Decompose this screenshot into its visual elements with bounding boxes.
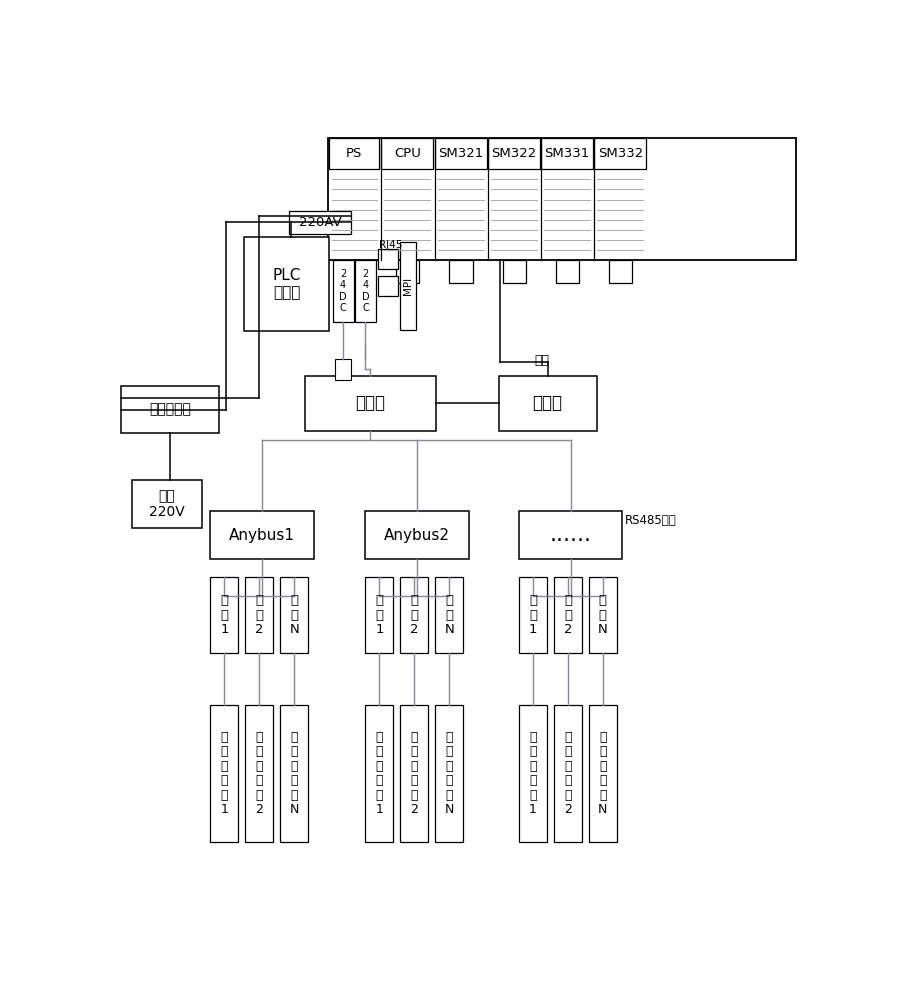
Text: 被
检
测
装
置
1: 被 检 测 装 置 1 [221,731,228,816]
Bar [499,376,596,431]
Bar [435,577,463,653]
Text: 被
检
测
装
置
2: 被 检 测 装 置 2 [255,731,263,816]
Text: 电
表
N: 电 表 N [289,594,299,636]
Bar [435,705,463,842]
Text: 被
检
测
装
置
N: 被 检 测 装 置 N [289,731,299,816]
Bar [488,138,540,169]
Bar [329,138,379,169]
Bar [305,376,436,431]
Text: SM322: SM322 [492,147,537,160]
Text: 被
检
测
装
置
1: 被 检 测 装 置 1 [376,731,383,816]
Bar [211,577,239,653]
Text: ......: ...... [550,525,592,545]
Bar [280,705,308,842]
Bar [132,480,202,528]
Text: PLC
控制器: PLC 控制器 [272,268,301,300]
Bar [328,138,796,260]
Bar [244,237,329,331]
Text: 被
检
测
装
置
2: 被 检 测 装 置 2 [410,731,418,816]
Bar [211,511,314,559]
Text: 被
检
测
装
置
2: 被 检 测 装 置 2 [564,731,572,816]
Bar [378,249,397,269]
Bar [289,211,350,234]
Text: 电
表
1: 电 表 1 [220,594,229,636]
Bar [519,511,623,559]
Bar [366,511,469,559]
Text: 220AV: 220AV [298,216,341,229]
Text: 网线: 网线 [534,354,550,367]
Bar [121,386,219,433]
Text: 电
表
N: 电 表 N [598,594,607,636]
Text: 电
表
2: 电 表 2 [564,594,572,636]
Text: 电
表
1: 电 表 1 [375,594,384,636]
Bar [503,260,526,283]
Bar [400,705,428,842]
Bar [556,260,578,283]
Bar [554,705,582,842]
Text: Anybus1: Anybus1 [229,528,295,543]
Text: CPU: CPU [394,147,421,160]
Bar [519,705,547,842]
Text: 上位机: 上位机 [532,394,562,412]
Bar [355,260,376,322]
Text: 被
检
测
装
置
1: 被 检 测 装 置 1 [529,731,537,816]
Text: Anybus2: Anybus2 [384,528,450,543]
Text: 2
4
D
C: 2 4 D C [340,269,347,313]
Text: SM321: SM321 [439,147,484,160]
Bar [280,577,308,653]
Bar [366,705,394,842]
Text: PS: PS [346,147,362,160]
Text: 电
表
2: 电 表 2 [255,594,263,636]
Text: RS485接口: RS485接口 [625,514,677,527]
Bar [245,577,273,653]
Bar [595,138,646,169]
Bar [400,577,428,653]
Text: 电
表
2: 电 表 2 [410,594,419,636]
Text: RJ45: RJ45 [378,240,402,250]
Text: 交换机: 交换机 [355,394,386,412]
Bar [334,359,351,380]
Bar [589,577,617,653]
Text: SM332: SM332 [597,147,643,160]
Bar [381,138,433,169]
Text: SM331: SM331 [544,147,590,160]
Text: 交流
220V: 交流 220V [150,489,185,519]
Bar [400,242,415,330]
Text: 被
检
测
装
置
N: 被 检 测 装 置 N [598,731,607,816]
Bar [589,705,617,842]
Bar [245,705,273,842]
Bar [211,705,239,842]
Bar [542,138,593,169]
Bar [396,260,419,283]
Bar [609,260,632,283]
Bar [554,577,582,653]
Bar [435,138,487,169]
Text: 开关总电源: 开关总电源 [149,403,191,417]
Bar [519,577,547,653]
Text: 被
检
测
装
置
N: 被 检 测 装 置 N [444,731,454,816]
Text: MPI: MPI [403,277,413,295]
Text: 电
表
1: 电 表 1 [529,594,537,636]
Bar [450,260,473,283]
Text: 电
表
N: 电 表 N [444,594,454,636]
Bar [378,276,397,296]
Bar [366,577,394,653]
Bar [332,260,353,322]
Text: 2
4
D
C: 2 4 D C [361,269,369,313]
